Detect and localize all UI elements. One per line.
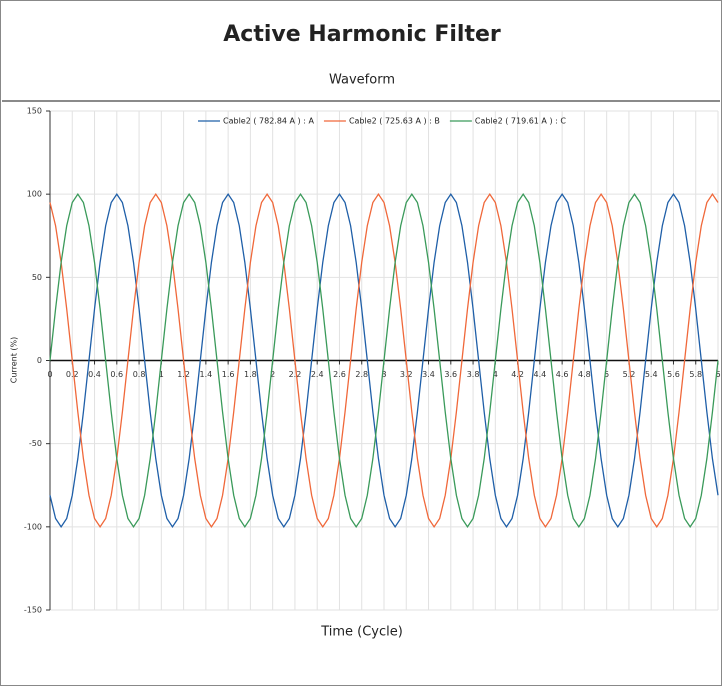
x-tick-label: 4.6 [556, 370, 569, 379]
chart-title: Active Harmonic Filter [223, 22, 501, 47]
x-tick-label: 4.4 [533, 370, 546, 379]
x-tick-label: 5.2 [623, 370, 636, 379]
legend-label: Cable2 ( 782.84 A ) : A [223, 117, 314, 126]
x-axis-label: Time (Cycle) [320, 625, 403, 640]
x-tick-label: 1.6 [222, 370, 235, 379]
x-tick-label: 3.2 [400, 370, 413, 379]
x-tick-label: 6 [715, 370, 720, 379]
y-tick-label: 0 [37, 356, 42, 365]
x-tick-label: 5.4 [645, 370, 658, 379]
x-tick-label: 2 [270, 370, 275, 379]
x-tick-label: 3.4 [422, 370, 435, 379]
x-tick-label: 0.6 [110, 370, 123, 379]
x-tick-label: 3.8 [467, 370, 480, 379]
legend-label: Cable2 ( 725.63 A ) : B [349, 117, 440, 126]
legend-label: Cable2 ( 719.61 A ) : C [475, 117, 566, 126]
x-tick-label: 5.6 [667, 370, 680, 379]
y-tick-label: -150 [24, 606, 42, 615]
y-tick-label: 50 [32, 273, 42, 282]
series-line [49, 193, 719, 528]
x-tick-label: 3 [381, 370, 386, 379]
y-tick-label: -100 [24, 522, 42, 531]
x-tick-label: 4.2 [511, 370, 524, 379]
x-tick-label: 2.4 [311, 370, 324, 379]
y-tick-label: -50 [29, 439, 42, 448]
y-tick-label: 100 [27, 190, 42, 199]
x-tick-label: 2.8 [355, 370, 368, 379]
x-tick-label: 3.6 [444, 370, 457, 379]
x-tick-label: 0.2 [66, 370, 79, 379]
legend: Cable2 ( 782.84 A ) : A Cable2 ( 725.63 A… [198, 117, 566, 126]
x-tick-label: 1.8 [244, 370, 257, 379]
x-tick-label: 2.6 [333, 370, 346, 379]
x-tick-label: 1 [159, 370, 164, 379]
x-tick-label: 5 [604, 370, 609, 379]
x-tick-label: 1.2 [177, 370, 190, 379]
x-tick-label: 5.8 [689, 370, 702, 379]
x-tick-label: 0.4 [88, 370, 101, 379]
y-axis-label: Current (%) [10, 337, 19, 383]
x-tick-label: 1.4 [199, 370, 212, 379]
series-line [49, 193, 719, 528]
x-tick-label: 4.8 [578, 370, 591, 379]
x-tick-label: 2.2 [289, 370, 302, 379]
y-tick-label: 150 [27, 107, 42, 116]
x-tick-label: 4 [493, 370, 498, 379]
x-tick-label: 0.8 [133, 370, 146, 379]
chart-subtitle: Waveform [329, 73, 395, 88]
series-line [49, 193, 719, 528]
